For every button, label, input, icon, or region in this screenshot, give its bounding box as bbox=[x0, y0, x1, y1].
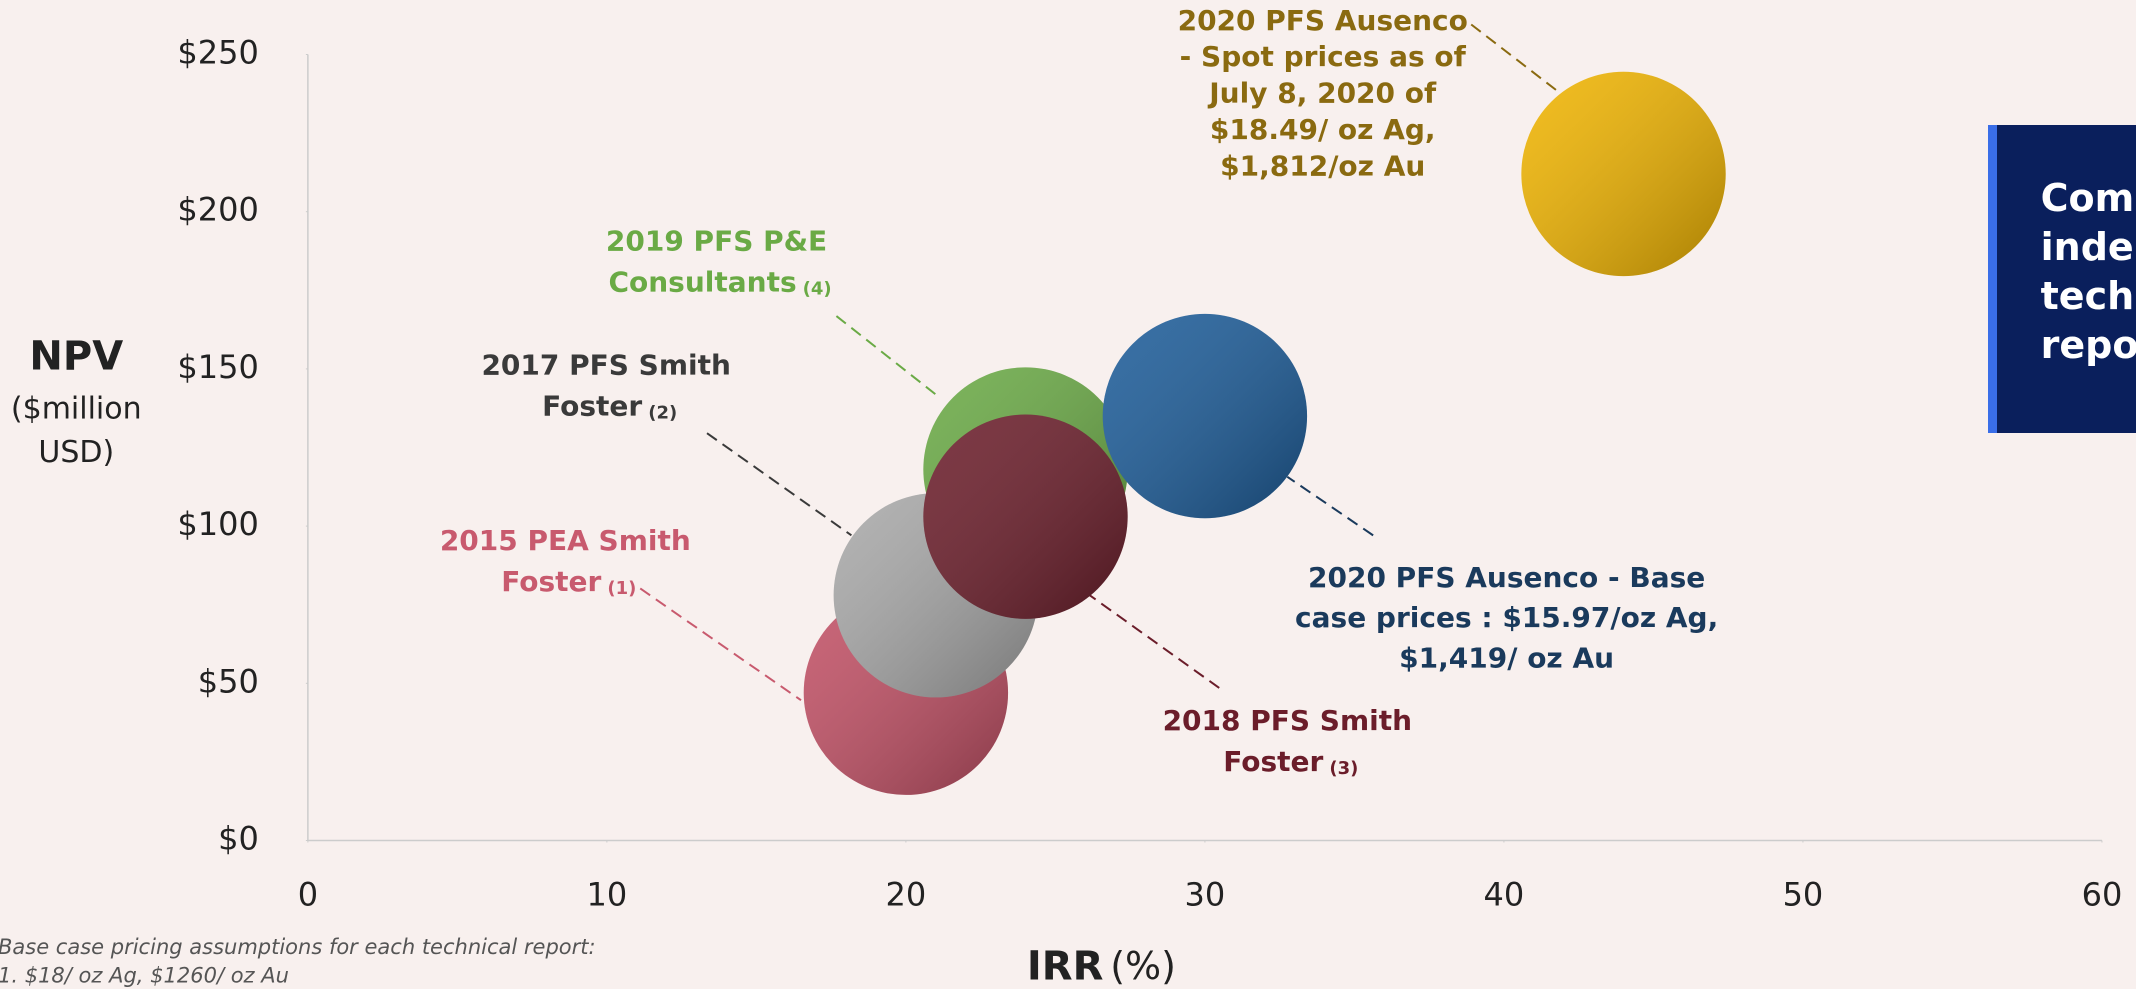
leader-line bbox=[706, 432, 852, 537]
x-tick-label: 10 bbox=[587, 875, 628, 913]
y-tick-label: $150 bbox=[177, 348, 258, 386]
bubble-label: 2018 PFS Smith bbox=[1163, 704, 1413, 737]
leader-line bbox=[1089, 594, 1220, 689]
footnote: 1. $18/ oz Ag, $1260/ oz Au bbox=[0, 964, 289, 988]
bubble-label: $18.49/ oz Ag, bbox=[1210, 113, 1436, 146]
bubble-shade bbox=[1102, 313, 1308, 519]
bubble-label: 2015 PEA Smith bbox=[440, 524, 691, 557]
bubble-label-note: (2) bbox=[648, 402, 677, 423]
bubble-label: case prices : $15.97/oz Ag, bbox=[1295, 601, 1718, 634]
leader-line bbox=[1470, 23, 1568, 99]
bubble-label-note: (3) bbox=[1329, 758, 1358, 779]
side-box: Com inde tech repo bbox=[1988, 125, 2136, 433]
bubble-label: 2019 PFS P&E bbox=[606, 224, 827, 257]
leader-line bbox=[1286, 475, 1374, 537]
bubble-label: Consultants bbox=[608, 265, 796, 298]
bubble-label: 2017 PFS Smith bbox=[481, 348, 731, 381]
bubble-label: Foster bbox=[542, 389, 642, 422]
y-axis-subtitle: USD) bbox=[38, 435, 114, 470]
bubble-label: $1,812/oz Au bbox=[1220, 149, 1425, 182]
side-box-line: inde bbox=[2041, 225, 2134, 269]
side-box-line: Com bbox=[2041, 176, 2135, 220]
bubble-shade bbox=[1521, 71, 1726, 277]
y-tick-label: $250 bbox=[177, 33, 258, 71]
side-box-line: repo bbox=[2041, 323, 2136, 367]
side-box-line: tech bbox=[2041, 274, 2135, 318]
bubble-label: 2020 PFS Ausenco bbox=[1178, 4, 1468, 37]
y-tick-label: $50 bbox=[198, 662, 259, 700]
side-box-stripe bbox=[1988, 125, 1997, 433]
bubble-label: 2020 PFS Ausenco - Base bbox=[1308, 561, 1705, 594]
bubble-label-note: (4) bbox=[803, 278, 832, 299]
y-tick-label: $0 bbox=[218, 820, 259, 858]
leader-line bbox=[639, 587, 802, 702]
x-tick-label: 0 bbox=[298, 875, 318, 913]
bubble-label: July 8, 2020 of bbox=[1207, 77, 1437, 110]
y-axis-subtitle: ($million bbox=[11, 392, 142, 427]
x-axis-title: IRR bbox=[1027, 944, 1103, 989]
footnote: Base case pricing assumptions for each t… bbox=[0, 935, 596, 959]
side-box-text: Com inde tech repo bbox=[2041, 176, 2136, 367]
x-tick-label: 50 bbox=[1783, 875, 1824, 913]
x-tick-label: 30 bbox=[1185, 875, 1226, 913]
bubble-label: - Spot prices as of bbox=[1180, 40, 1467, 73]
y-axis-title: NPV bbox=[29, 333, 123, 379]
bubble-label: Foster bbox=[501, 565, 601, 598]
y-tick-label: $200 bbox=[177, 191, 258, 229]
bubble-label: Foster bbox=[1223, 745, 1323, 778]
x-tick-label: 60 bbox=[2082, 875, 2123, 913]
bubble-label-note: (1) bbox=[607, 578, 636, 599]
bubble-shade bbox=[923, 414, 1128, 619]
x-axis-subtitle: (%) bbox=[1110, 944, 1176, 988]
y-tick-label: $100 bbox=[177, 505, 258, 543]
x-tick-label: 40 bbox=[1484, 875, 1525, 913]
bubble-label: $1,419/ oz Au bbox=[1399, 641, 1614, 674]
leader-line bbox=[835, 315, 941, 399]
x-tick-label: 20 bbox=[886, 875, 927, 913]
side-box-bg bbox=[1988, 125, 2136, 433]
